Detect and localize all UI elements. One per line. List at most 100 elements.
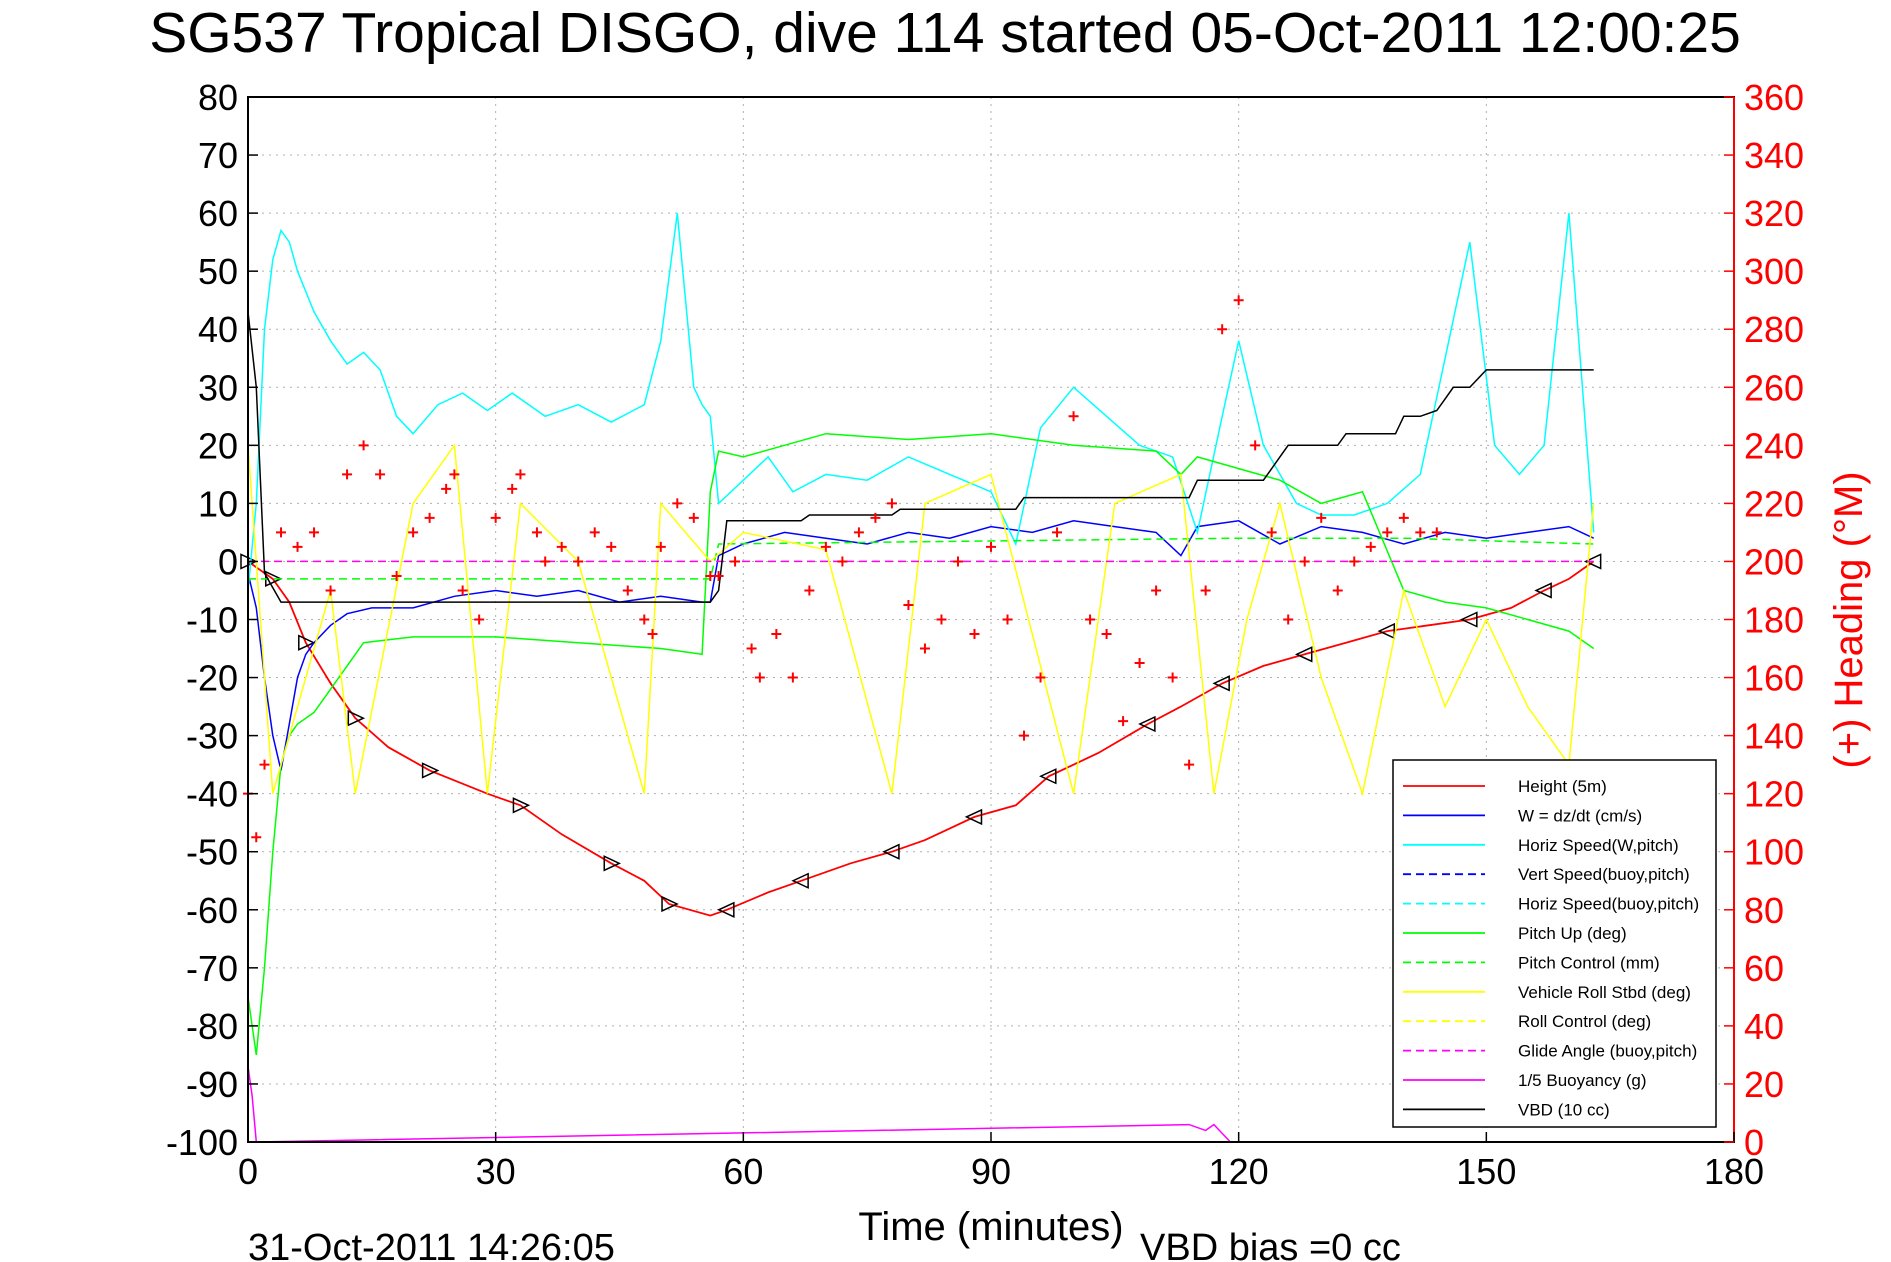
x-axis-label: Time (minutes) xyxy=(858,1205,1123,1249)
y2-tick-label: 340 xyxy=(1744,135,1804,176)
y-tick-label: -80 xyxy=(186,1006,238,1047)
x-tick-label: 30 xyxy=(476,1151,516,1192)
heading-point xyxy=(375,469,386,480)
legend-label: Vert Speed(buoy,pitch) xyxy=(1518,865,1690,884)
legend-label: Height (5m) xyxy=(1518,777,1607,796)
heading-point xyxy=(1316,512,1327,523)
y2-tick-label: 20 xyxy=(1744,1064,1784,1105)
y2-tick-label: 120 xyxy=(1744,774,1804,815)
heading-point xyxy=(1200,585,1211,596)
legend-label: VBD (10 cc) xyxy=(1518,1100,1610,1119)
y-tick-label: 10 xyxy=(198,483,238,524)
heading-point xyxy=(1134,658,1145,669)
y2-tick-label: 160 xyxy=(1744,658,1804,699)
y2-tick-label: 360 xyxy=(1744,77,1804,118)
heading-point xyxy=(449,469,460,480)
heading-point xyxy=(1035,672,1046,683)
heading-point xyxy=(457,585,468,596)
heading-point xyxy=(1233,295,1244,306)
heading-point xyxy=(730,556,741,567)
heading-point xyxy=(408,527,419,538)
heading-point xyxy=(986,541,996,552)
heading-point xyxy=(424,512,435,523)
heading-point xyxy=(713,570,724,581)
y2-tick-label: 140 xyxy=(1744,716,1804,757)
heading-point xyxy=(804,585,815,596)
heading-point xyxy=(1382,527,1393,538)
x-tick-label: 120 xyxy=(1209,1151,1269,1192)
heading-point xyxy=(1266,527,1277,538)
heading-point xyxy=(639,614,650,625)
chart-title: SG537 Tropical DISGO, dive 114 started 0… xyxy=(149,1,1741,65)
heading-point xyxy=(622,585,633,596)
legend: Height (5m) W = dz/dt (cm/s) Horiz Speed(W… xyxy=(1392,759,1717,1128)
heading-point xyxy=(688,512,699,523)
height-markers xyxy=(240,553,1602,918)
heading-point xyxy=(251,832,262,843)
heading-point xyxy=(589,527,600,538)
heading-point xyxy=(771,629,782,640)
height-triangle-marker xyxy=(661,895,679,913)
y2-tick-label: 180 xyxy=(1744,600,1804,641)
legend-label: Horiz Speed(W,pitch) xyxy=(1518,836,1679,855)
heading-markers xyxy=(243,295,1442,843)
heading-point xyxy=(1019,730,1030,741)
height-triangle-marker xyxy=(1138,715,1156,733)
heading-point xyxy=(441,483,452,494)
y-tick-label: -10 xyxy=(186,600,238,641)
heading-point xyxy=(358,440,369,451)
y2-tick-label: 0 xyxy=(1744,1122,1764,1163)
y-tick-label: 60 xyxy=(198,193,238,234)
heading-point xyxy=(754,672,765,683)
heading-point xyxy=(1184,759,1195,770)
y2-tick-label: 240 xyxy=(1744,425,1804,466)
x-tick-label: 60 xyxy=(723,1151,763,1192)
y-tick-label: -30 xyxy=(186,716,238,757)
heading-point xyxy=(1002,614,1013,625)
x-tick-label: 0 xyxy=(238,1151,258,1192)
heading-point xyxy=(391,570,402,581)
heading-point xyxy=(515,469,526,480)
footer-timestamp: 31-Oct-2011 14:26:05 xyxy=(248,1227,615,1262)
y-tick-label: 30 xyxy=(198,367,238,408)
series-line-1-5-buoyancy-g xyxy=(247,1066,1231,1143)
heading-point xyxy=(292,541,303,552)
y-tick-label: 20 xyxy=(198,425,238,466)
series-line-vbd-10-cc xyxy=(247,311,1594,603)
heading-point xyxy=(606,541,617,552)
height-triangle-marker xyxy=(1583,553,1602,570)
height-triangle-marker xyxy=(512,797,531,814)
heading-point xyxy=(647,629,658,640)
y-tick-label: 0 xyxy=(218,541,238,582)
y2-tick-label: 80 xyxy=(1744,890,1784,931)
height-triangle-marker xyxy=(1039,768,1057,785)
heading-point xyxy=(573,556,584,567)
heading-point xyxy=(1217,324,1228,335)
height-triangle-marker xyxy=(717,901,735,918)
height-triangle-marker xyxy=(298,634,316,651)
y2-tick-label: 40 xyxy=(1744,1006,1784,1047)
heading-point xyxy=(474,614,485,625)
heading-point xyxy=(1431,527,1442,538)
heading-point xyxy=(507,483,518,494)
heading-point xyxy=(1398,512,1409,523)
y2-tick-label: 200 xyxy=(1744,541,1804,582)
heading-point xyxy=(1299,556,1310,567)
series-line-height-5m xyxy=(247,560,1595,917)
y-tick-label: -50 xyxy=(186,832,238,873)
right-axis-label: (+) Heading (°M) xyxy=(1827,471,1871,768)
legend-box xyxy=(1392,759,1717,1128)
y2-tick-label: 100 xyxy=(1744,832,1804,873)
heading-point xyxy=(259,759,270,770)
series-layer xyxy=(240,213,1602,1143)
heading-point xyxy=(1167,672,1178,683)
heading-point xyxy=(787,672,798,683)
y-tick-label: -20 xyxy=(186,658,238,699)
height-triangle-marker xyxy=(603,855,622,872)
heading-point xyxy=(820,541,831,552)
legend-label: Horiz Speed(buoy,pitch) xyxy=(1518,895,1699,914)
legend-label: Pitch Up (deg) xyxy=(1518,924,1627,943)
series-line-pitch-up-deg xyxy=(247,432,1595,1056)
heading-point xyxy=(1365,541,1376,552)
